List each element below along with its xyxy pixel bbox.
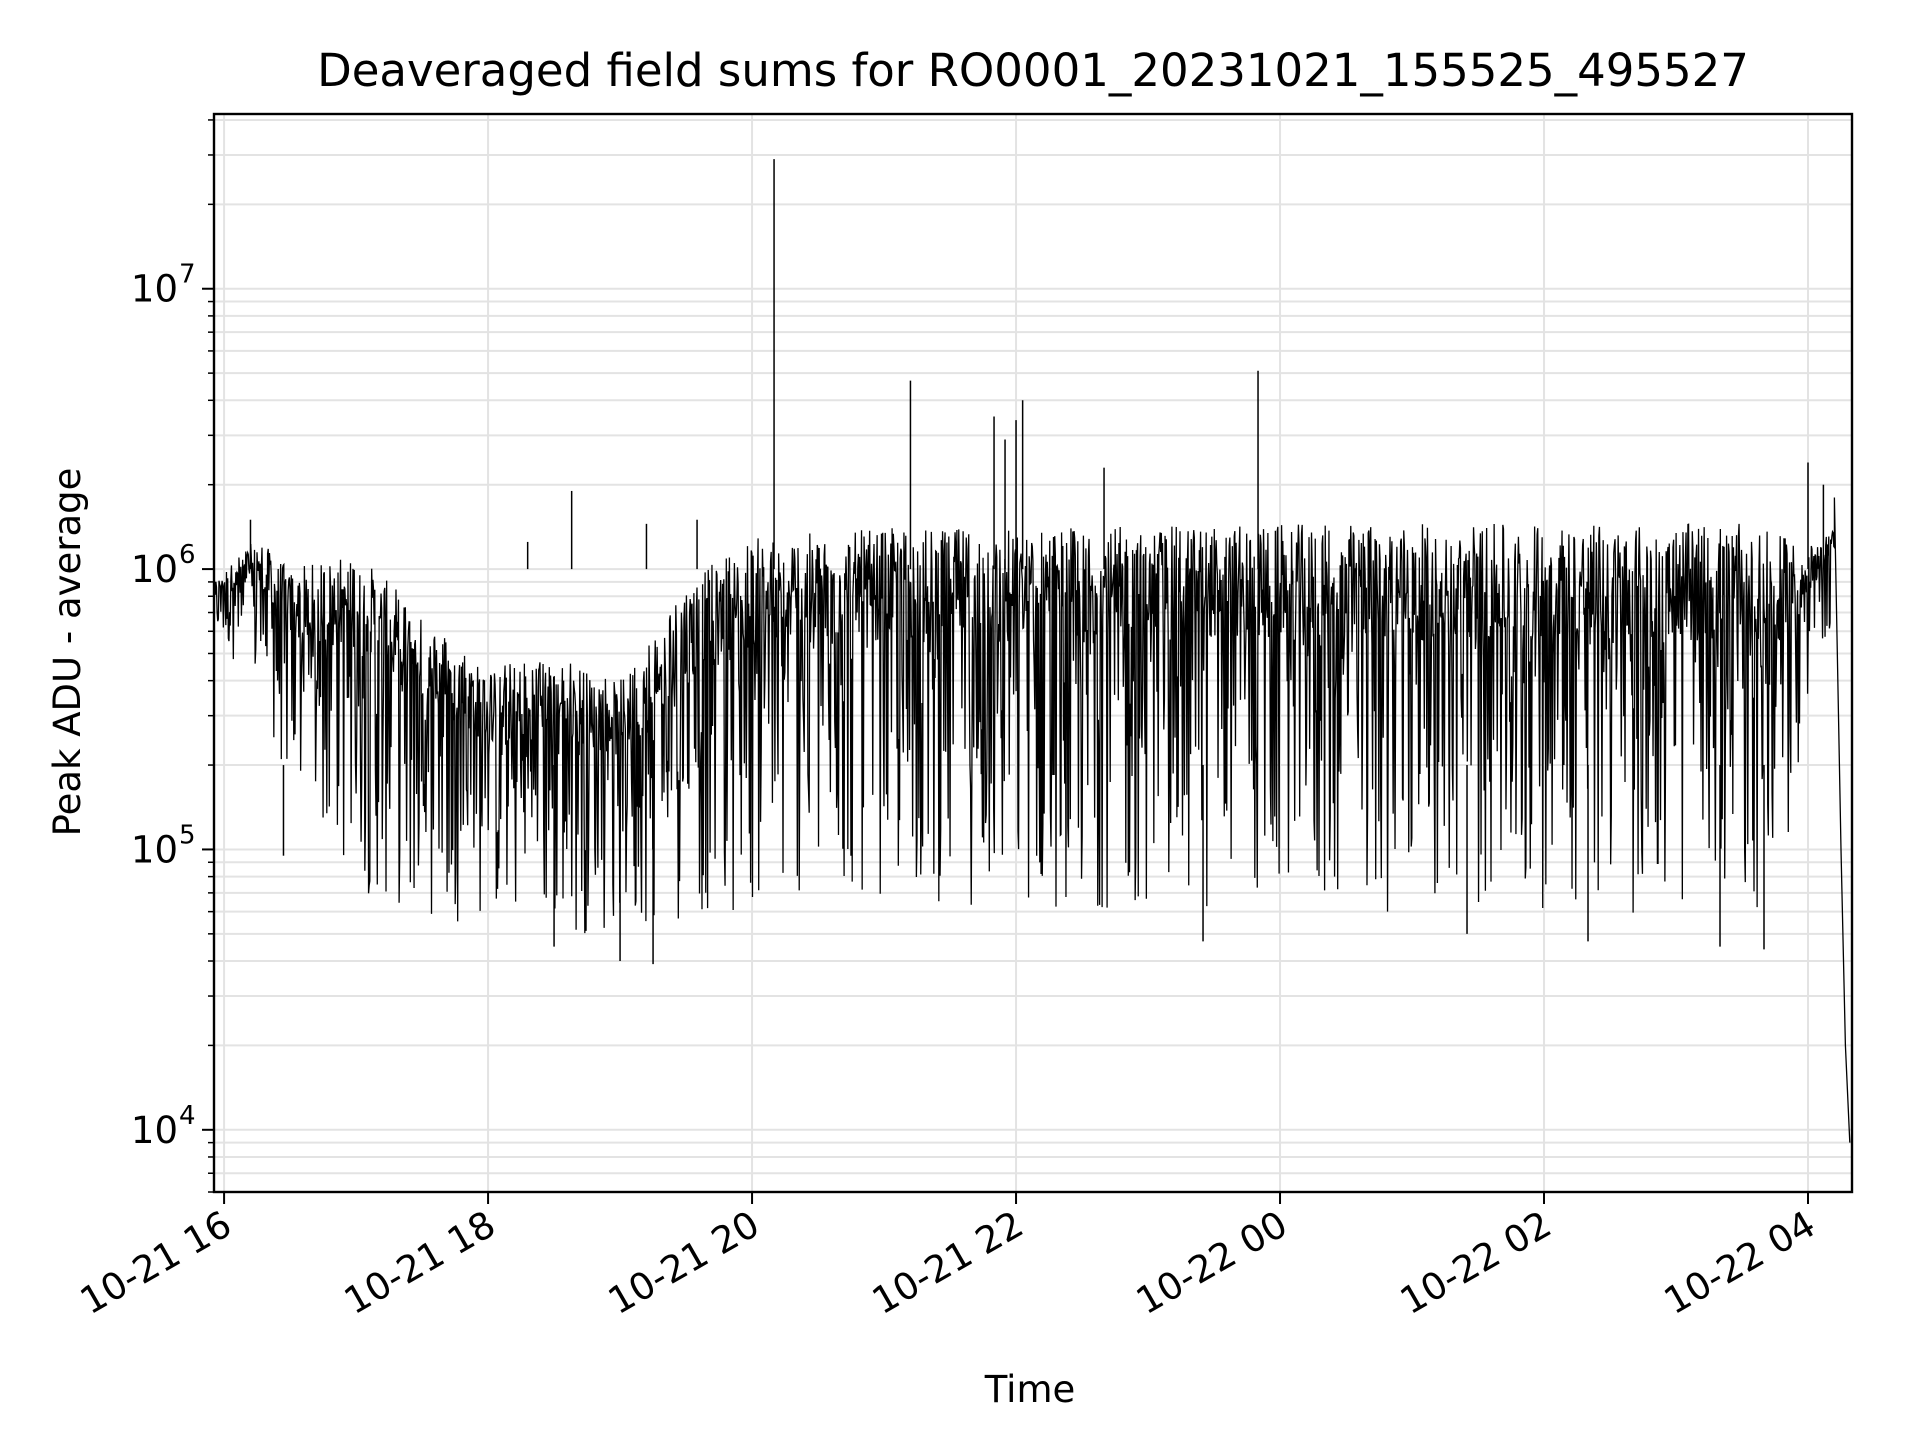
y-tick-label: 10 7 xyxy=(131,260,196,311)
x-axis-label: Time xyxy=(984,1368,1076,1411)
y-tick-base: 10 xyxy=(131,1109,178,1152)
grid-lines xyxy=(214,114,1852,1193)
y-tick-exponent: 6 xyxy=(179,540,196,570)
x-tick-label: 10-21 20 xyxy=(601,1203,767,1323)
y-tick-label: 10 6 xyxy=(131,540,196,591)
x-tick-label: 10-21 18 xyxy=(337,1203,503,1323)
x-tick-label: 10-22 00 xyxy=(1129,1203,1295,1323)
x-tick-label: 10-22 02 xyxy=(1393,1203,1559,1323)
y-tick-label: 10 4 xyxy=(131,1101,196,1152)
y-tick-base: 10 xyxy=(131,268,178,311)
x-tick-label: 10-21 16 xyxy=(73,1203,239,1323)
y-tick-base: 10 xyxy=(131,548,178,591)
y-tick-exponent: 7 xyxy=(179,260,196,290)
x-axis: 10-21 16 10-21 18 10-21 20 10-21 22 10-22 00… xyxy=(73,1192,1823,1323)
series-line xyxy=(213,497,1851,1143)
x-tick-label: 10-22 04 xyxy=(1657,1203,1823,1323)
y-tick-label: 10 5 xyxy=(131,820,196,871)
y-tick-base: 10 xyxy=(131,828,178,871)
y-axis-label: Peak ADU - average xyxy=(46,468,89,837)
data-series xyxy=(213,159,1851,1143)
x-tick-label: 10-21 22 xyxy=(865,1203,1031,1323)
y-tick-exponent: 5 xyxy=(179,820,196,850)
chart-title: Deaveraged field sums for RO0001_2023102… xyxy=(317,44,1749,97)
y-tick-exponent: 4 xyxy=(179,1101,196,1131)
